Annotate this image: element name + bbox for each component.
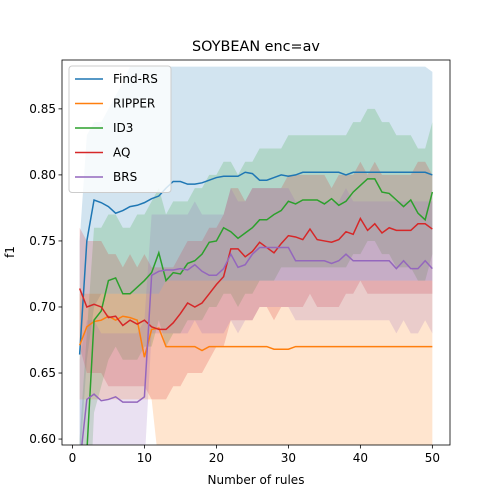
error-band	[79, 280, 433, 445]
x-tick-label: 50	[425, 451, 440, 465]
x-tick-label: 40	[353, 451, 368, 465]
y-tick-label: 0.80	[29, 168, 56, 182]
series-line	[78, 216, 433, 331]
legend-label: RIPPER	[113, 97, 155, 111]
chart-title: SOYBEAN enc=av	[192, 39, 320, 55]
plot-frame	[61, 59, 451, 446]
x-tick-label: 0	[69, 451, 77, 465]
y-axis-label: f1	[3, 246, 17, 258]
legend-label: AQ	[113, 146, 130, 160]
legend-label: ID3	[113, 121, 133, 135]
error-band	[79, 108, 433, 445]
legend: Find-RS RIPPER ID3 AQ BRS	[68, 65, 172, 193]
series-line	[78, 171, 433, 355]
x-axis-label: Number of rules	[208, 473, 305, 487]
y-tick-label: 0.70	[29, 300, 56, 314]
y-tick-label: 0.60	[29, 432, 56, 446]
legend-label: BRS	[113, 170, 137, 184]
lines	[78, 171, 434, 445]
error-band	[79, 188, 433, 445]
x-tick-label: 30	[281, 451, 296, 465]
y-tick-label: 0.85	[29, 102, 56, 116]
bands	[79, 66, 433, 445]
x-tick-label: 20	[209, 451, 224, 465]
series-line	[86, 178, 434, 445]
series-line	[78, 315, 433, 358]
x-tick-label: 10	[137, 451, 152, 465]
series-line	[81, 246, 433, 445]
y-tick-label: 0.75	[29, 234, 56, 248]
legend-frame	[68, 65, 172, 193]
axes: 0 10 20 30 40 50 0.60 0.65 0.70 0.75 0.80 0.85	[29, 59, 451, 465]
y-tick-label: 0.65	[29, 366, 56, 380]
error-band	[79, 161, 433, 400]
legend-label: Find-RS	[113, 72, 158, 86]
